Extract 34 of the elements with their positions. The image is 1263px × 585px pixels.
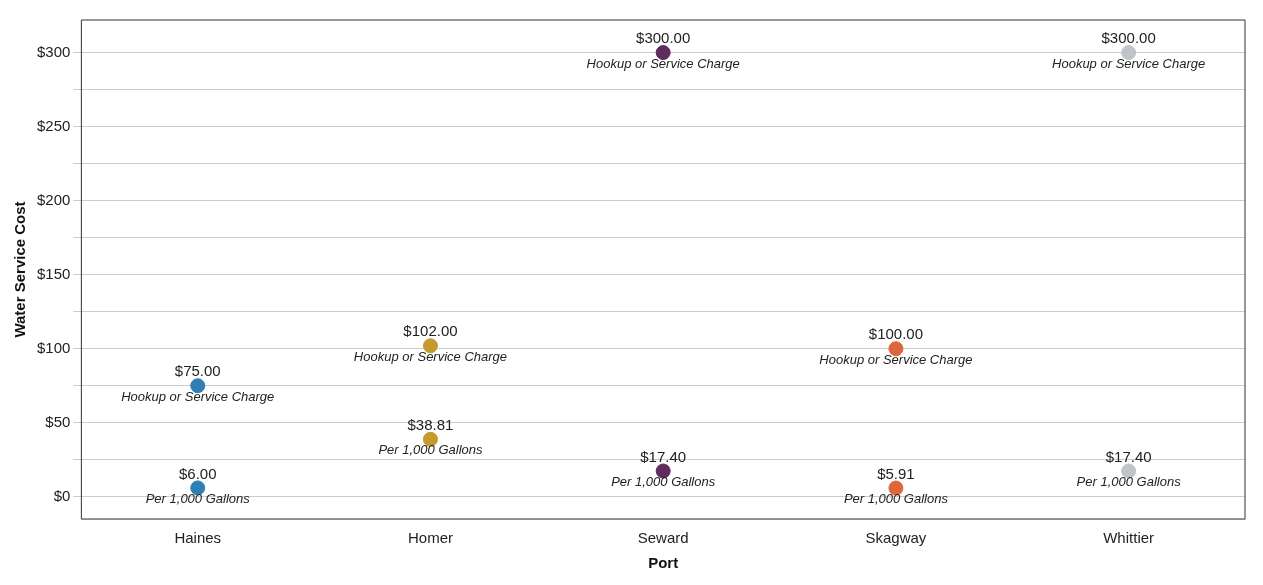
text: Per 1,000 Gallons xyxy=(145,491,250,507)
data-label: $5.91 xyxy=(877,464,915,482)
text: Per 1,000 Gallons xyxy=(843,491,948,507)
data-label: $300.00 xyxy=(1101,29,1156,47)
text: Per 1,000 Gallons xyxy=(611,474,716,490)
y-tick-label: $250 xyxy=(36,116,71,134)
y-tick-label: $150 xyxy=(36,264,71,282)
data-label: $300.00 xyxy=(636,29,691,47)
data-label: $17.40 xyxy=(1105,447,1152,465)
data-label: $75.00 xyxy=(174,362,221,380)
x-tick-label: Seward xyxy=(637,529,689,547)
text: Hookup or Service Charge xyxy=(121,388,275,404)
text: Per 1,000 Gallons xyxy=(378,442,483,458)
y-tick-label: $100 xyxy=(36,338,71,356)
data-label: $38.81 xyxy=(407,415,454,433)
x-tick-label: Homer xyxy=(407,529,453,547)
text: Hookup or Service Charge xyxy=(586,55,740,71)
x-tick-label: Skagway xyxy=(865,529,927,547)
y-tick-label: $300 xyxy=(36,42,71,60)
text: Hookup or Service Charge xyxy=(819,351,973,367)
x-axis-title: Port xyxy=(648,554,679,572)
series-label: Per 1,000 Gallons xyxy=(1076,474,1182,490)
y-tick-label: $50 xyxy=(45,412,71,430)
y-tick-label: $200 xyxy=(36,190,71,208)
x-tick-label: Haines xyxy=(174,529,222,547)
data-label: $100.00 xyxy=(868,325,924,343)
y-axis-title: Water Service Cost xyxy=(11,201,29,338)
x-tick-label: Whittier xyxy=(1103,529,1155,547)
text: Hookup or Service Charge xyxy=(353,348,508,364)
data-label: $102.00 xyxy=(403,322,458,340)
data-label: $17.40 xyxy=(640,447,687,465)
series-label: Hookup or Service Charge xyxy=(1052,55,1206,71)
y-tick-label: $0 xyxy=(53,486,71,504)
data-label: $6.00 xyxy=(178,464,217,482)
